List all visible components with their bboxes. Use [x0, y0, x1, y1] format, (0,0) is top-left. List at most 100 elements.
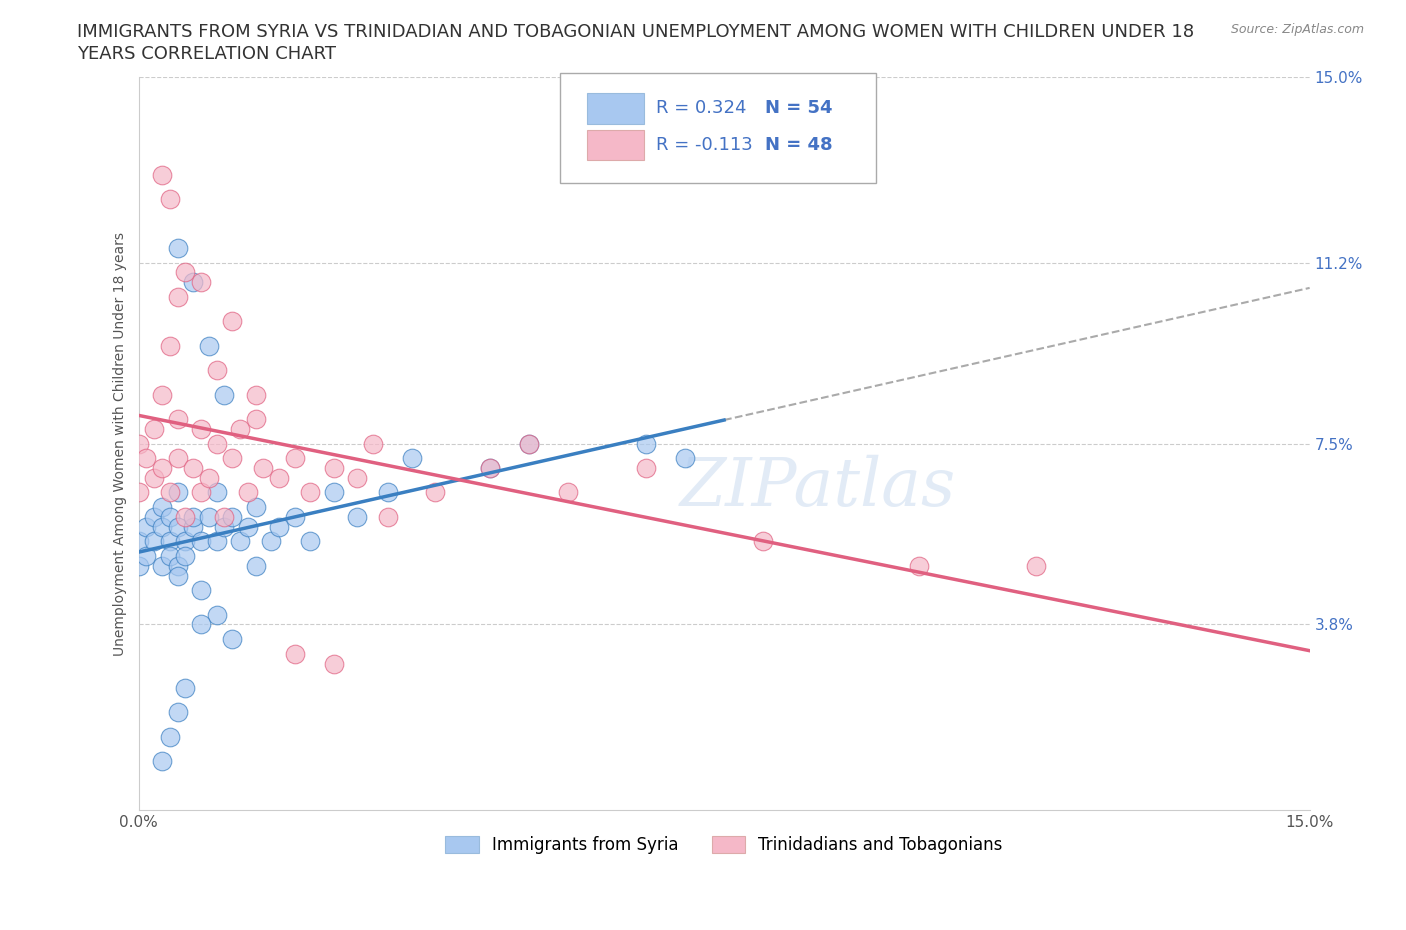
Point — [205, 485, 228, 499]
Point — [135, 519, 157, 534]
Point — [267, 519, 290, 534]
Point — [1025, 558, 1047, 573]
Point — [143, 534, 166, 549]
Point — [425, 485, 447, 499]
Point — [322, 485, 344, 499]
Text: Source: ZipAtlas.com: Source: ZipAtlas.com — [1230, 23, 1364, 36]
Text: YEARS CORRELATION CHART: YEARS CORRELATION CHART — [77, 45, 336, 62]
Legend: Immigrants from Syria, Trinidadians and Tobagonians: Immigrants from Syria, Trinidadians and … — [439, 829, 1010, 860]
Point — [174, 510, 197, 525]
Point — [205, 534, 228, 549]
Point — [135, 451, 157, 466]
Point — [236, 519, 259, 534]
Point — [673, 451, 696, 466]
Point — [401, 451, 423, 466]
Point — [361, 436, 384, 451]
Point — [245, 387, 267, 402]
Point — [322, 657, 344, 671]
Point — [205, 607, 228, 622]
Point — [181, 519, 204, 534]
Point — [634, 460, 657, 475]
Point — [166, 568, 188, 583]
Point — [181, 460, 204, 475]
Y-axis label: Unemployment Among Women with Children Under 18 years: Unemployment Among Women with Children U… — [114, 232, 128, 656]
Point — [634, 436, 657, 451]
Point — [221, 631, 243, 646]
Point — [284, 451, 307, 466]
Point — [346, 510, 368, 525]
Point — [557, 485, 579, 499]
Point — [181, 510, 204, 525]
Point — [190, 485, 212, 499]
Text: IMMIGRANTS FROM SYRIA VS TRINIDADIAN AND TOBAGONIAN UNEMPLOYMENT AMONG WOMEN WIT: IMMIGRANTS FROM SYRIA VS TRINIDADIAN AND… — [77, 23, 1195, 41]
Text: N = 48: N = 48 — [765, 136, 832, 154]
Point — [166, 485, 188, 499]
Point — [143, 421, 166, 436]
Point — [174, 265, 197, 280]
Point — [214, 510, 236, 525]
Point — [166, 705, 188, 720]
Point — [190, 583, 212, 598]
Point — [284, 646, 307, 661]
Point — [205, 363, 228, 378]
Point — [174, 681, 197, 696]
Point — [128, 558, 150, 573]
Point — [166, 412, 188, 427]
Point — [181, 274, 204, 289]
Point — [166, 558, 188, 573]
Point — [150, 519, 173, 534]
Point — [166, 519, 188, 534]
Point — [229, 421, 252, 436]
Point — [478, 460, 501, 475]
Point — [221, 313, 243, 328]
Text: R = -0.113: R = -0.113 — [657, 136, 752, 154]
Point — [284, 510, 307, 525]
Point — [221, 451, 243, 466]
Point — [190, 421, 212, 436]
Point — [166, 451, 188, 466]
Point — [214, 387, 236, 402]
Point — [198, 339, 221, 353]
Point — [752, 534, 775, 549]
Point — [174, 534, 197, 549]
Point — [299, 534, 322, 549]
Point — [135, 549, 157, 564]
Point — [128, 436, 150, 451]
Point — [245, 558, 267, 573]
FancyBboxPatch shape — [588, 93, 644, 124]
Point — [190, 534, 212, 549]
Point — [245, 499, 267, 514]
Point — [214, 519, 236, 534]
Point — [377, 485, 399, 499]
Point — [150, 387, 173, 402]
Point — [245, 412, 267, 427]
Point — [159, 485, 181, 499]
Point — [150, 167, 173, 182]
Text: N = 54: N = 54 — [765, 100, 832, 117]
Point — [128, 485, 150, 499]
Point — [908, 558, 931, 573]
Point — [143, 510, 166, 525]
Point — [190, 617, 212, 631]
Point — [159, 192, 181, 206]
Point — [159, 534, 181, 549]
Point — [267, 471, 290, 485]
Point — [190, 274, 212, 289]
Point — [221, 510, 243, 525]
Point — [260, 534, 283, 549]
Point — [150, 499, 173, 514]
Point — [229, 534, 252, 549]
Point — [166, 241, 188, 256]
Point — [166, 289, 188, 304]
Point — [174, 549, 197, 564]
Point — [517, 436, 540, 451]
Point — [478, 460, 501, 475]
Point — [322, 460, 344, 475]
Point — [377, 510, 399, 525]
FancyBboxPatch shape — [588, 129, 644, 160]
Point — [198, 510, 221, 525]
Point — [299, 485, 322, 499]
Point — [159, 339, 181, 353]
Point — [198, 471, 221, 485]
Point — [159, 549, 181, 564]
